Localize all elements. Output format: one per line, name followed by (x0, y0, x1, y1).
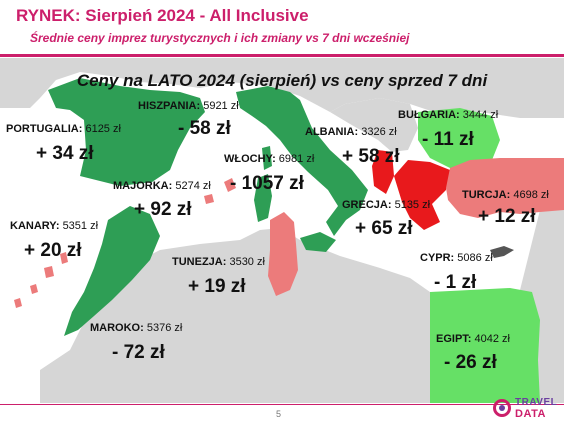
label-maroko: MAROKO: 5376 zł (90, 322, 183, 334)
label-tunezja: TUNEZJA: 3530 zł (172, 256, 265, 268)
change-cypr: - 1 zł (434, 272, 477, 293)
page-title: RYNEK: Sierpień 2024 - All Inclusive (16, 6, 309, 25)
logo-ring-icon (493, 399, 511, 417)
label-wlochy: WŁOCHY: 6981 zł (224, 153, 315, 165)
change-maroko: - 72 zł (112, 342, 165, 363)
change-tunezja: + 19 zł (188, 276, 246, 297)
change-grecja: + 65 zł (355, 218, 413, 239)
map-area (0, 58, 564, 403)
label-kanary: KANARY: 5351 zł (10, 220, 99, 232)
region-cypr (490, 246, 514, 258)
region-egipt (430, 288, 540, 403)
map-heading: Ceny na LATO 2024 (sierpień) vs ceny spr… (76, 71, 488, 90)
change-majorka: + 92 zł (134, 199, 192, 220)
region-kanary (14, 252, 68, 308)
change-albania: + 58 zł (342, 146, 400, 167)
change-egipt: - 26 zł (444, 352, 497, 373)
region-tunezja (268, 212, 298, 296)
change-portugalia: + 34 zł (36, 143, 94, 164)
label-egipt: EGIPT: 4042 zł (436, 333, 510, 345)
change-wlochy: - 1057 zł (230, 173, 304, 194)
region-bulgaria (418, 108, 500, 170)
label-portugalia: PORTUGALIA: 6125 zł (6, 123, 121, 135)
label-cypr: CYPR: 5086 zł (420, 252, 493, 264)
region-turcja (446, 158, 564, 218)
label-majorka: MAJORKA: 5274 zł (113, 180, 211, 192)
footer-divider (0, 404, 564, 405)
region-maroko (64, 206, 160, 336)
change-kanary: + 20 zł (24, 240, 82, 261)
travel-data-logo: TRAVEL DATA (493, 396, 561, 422)
mediterranean-map (0, 58, 564, 403)
change-bulgaria: - 11 zł (422, 129, 474, 150)
region-sardynia (254, 174, 272, 222)
land-north-africa-neutral (40, 228, 430, 403)
page-number: 5 (276, 409, 282, 419)
change-hiszpania: - 58 zł (178, 118, 231, 139)
label-turcja: TURCJA: 4698 zł (462, 189, 549, 201)
region-albania (372, 150, 394, 194)
label-grecja: GRECJA: 5135 zł (342, 199, 431, 211)
page-subtitle: Średnie ceny imprez turystycznych i ich … (30, 31, 410, 45)
label-hiszpania: HISZPANIA: 5921 zł (138, 100, 239, 112)
change-turcja: + 12 zł (478, 206, 536, 227)
logo-text-top: TRAVEL (515, 397, 558, 408)
land-north-europe (0, 58, 564, 118)
label-bulgaria: BUŁGARIA: 3444 zł (398, 109, 499, 121)
land-balkans-neutral (330, 98, 418, 152)
region-grecja (394, 160, 450, 230)
region-portugalia-islands (204, 178, 236, 204)
title-divider (0, 54, 564, 57)
logo-text-bottom: DATA (515, 408, 546, 420)
region-hiszpania (48, 78, 205, 186)
region-korsyka (262, 146, 272, 170)
land-middle-east (520, 205, 564, 403)
region-wlochy (236, 86, 368, 236)
label-albania: ALBANIA: 3326 zł (305, 126, 397, 138)
region-sycylia (300, 232, 336, 252)
